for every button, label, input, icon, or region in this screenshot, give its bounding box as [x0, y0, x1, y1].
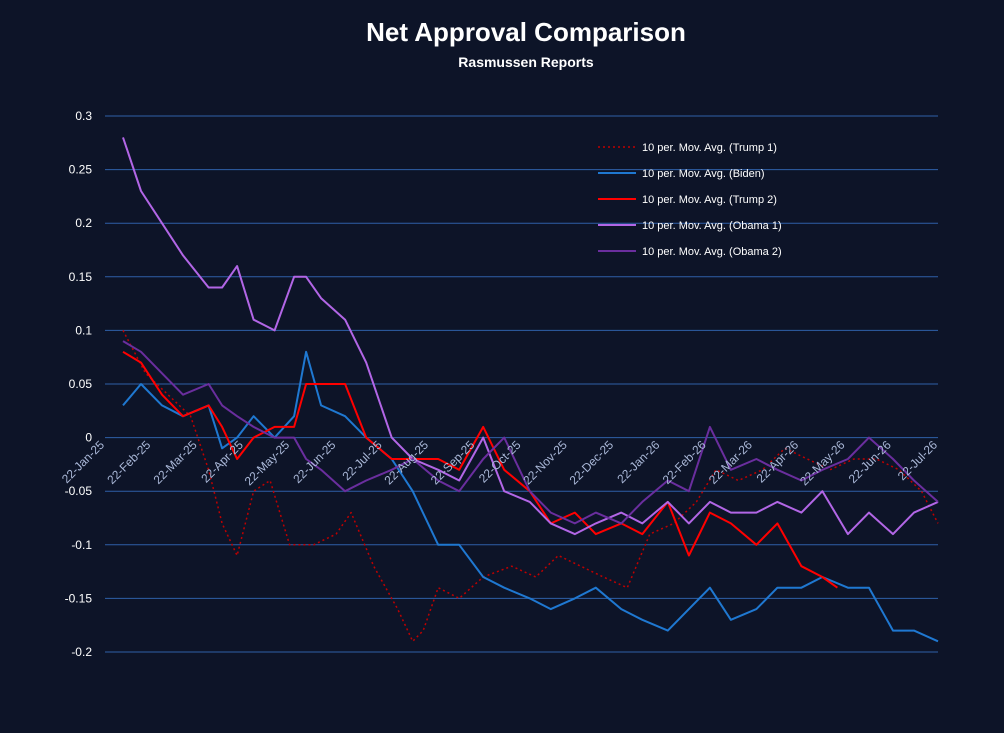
legend-label: 10 per. Mov. Avg. (Trump 2) [642, 194, 777, 206]
x-tick-label: 22-Jan-26 [614, 438, 662, 486]
x-tick-label: 22-Jan-25 [59, 438, 107, 486]
series-line [122, 137, 939, 536]
y-tick-label: 0.2 [75, 216, 92, 230]
legend-label: 10 per. Mov. Avg. (Biden) [642, 168, 765, 180]
y-tick-label: -0.1 [71, 538, 92, 552]
legend-label: 10 per. Mov. Avg. (Obama 2) [642, 246, 782, 258]
x-tick-label: 22-Feb-26 [660, 438, 709, 487]
y-tick-label: 0.25 [69, 163, 93, 177]
y-tick-label: -0.2 [71, 645, 92, 659]
x-tick-label: 22-Dec-25 [567, 438, 617, 488]
legend-label: 10 per. Mov. Avg. (Obama 1) [642, 220, 782, 232]
chart-subtitle: Rasmussen Reports [458, 54, 594, 70]
legend-label: 10 per. Mov. Avg. (Trump 1) [642, 142, 777, 154]
chart-title: Net Approval Comparison [366, 17, 686, 47]
series-line [122, 340, 939, 525]
series-line [122, 330, 939, 643]
x-tick-label: 22-Apr-25 [198, 438, 246, 486]
x-tick-label: 22-Feb-25 [104, 438, 153, 487]
legend: 10 per. Mov. Avg. (Trump 1) 10 per. Mov. … [598, 142, 782, 258]
y-axis-tick-labels: 0.3 0.25 0.2 0.15 0.1 0.05 0 -0.05 -0.1 -0.15 -0.2 [65, 109, 93, 659]
y-tick-label: -0.05 [65, 484, 93, 498]
series-line [122, 350, 939, 643]
y-tick-label: 0.15 [69, 270, 93, 284]
x-tick-label: 22-Nov-25 [520, 438, 570, 488]
y-tick-label: -0.15 [65, 591, 93, 605]
series-lines [122, 137, 939, 643]
x-tick-label: 22-Jul-26 [895, 438, 941, 484]
y-tick-label: 0.05 [69, 377, 93, 391]
series-line [122, 350, 838, 589]
gridlines [105, 115, 938, 653]
y-tick-label: 0.3 [75, 109, 92, 123]
y-tick-label: 0.1 [75, 323, 92, 337]
y-tick-label: 0 [85, 431, 92, 445]
x-tick-label: 22-Jun-26 [846, 438, 894, 486]
x-tick-label: 22-Mar-25 [151, 438, 200, 487]
x-tick-label: 22-May-25 [242, 438, 293, 489]
